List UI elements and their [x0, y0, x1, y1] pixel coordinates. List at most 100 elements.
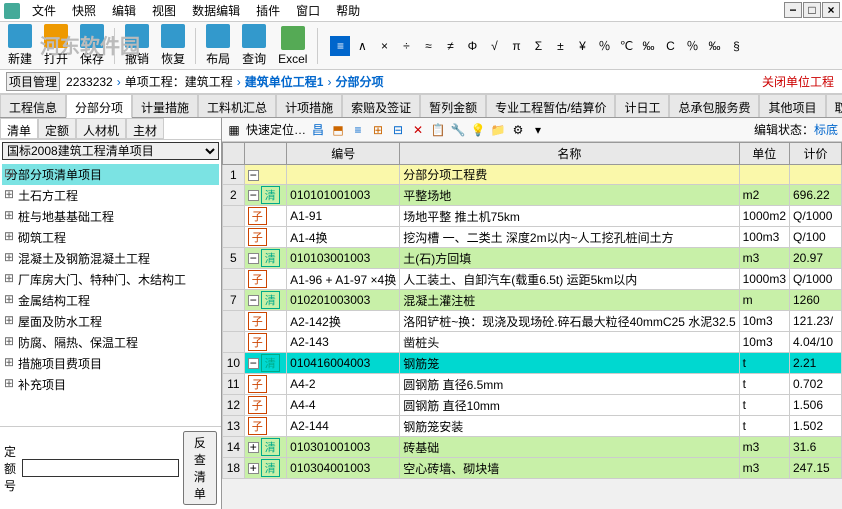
- quota-input[interactable]: [22, 459, 179, 477]
- row-code[interactable]: 010101001003: [287, 185, 400, 206]
- tab-measure[interactable]: 计量措施: [132, 94, 198, 117]
- row-code[interactable]: A2-143: [287, 332, 400, 353]
- symbol-btn[interactable]: ∧: [352, 36, 372, 56]
- table-row[interactable]: 11 子 A4-2 圆钢筋 直径6.5mm t 0.702: [223, 374, 842, 395]
- menu-data[interactable]: 数据编辑: [184, 2, 248, 19]
- row-name[interactable]: 圆钢筋 直径6.5mm: [400, 374, 739, 395]
- reverse-search-button[interactable]: 反查清单: [183, 431, 217, 505]
- minimize-button[interactable]: −: [784, 2, 802, 18]
- symbol-btn[interactable]: ≈: [418, 36, 438, 56]
- row-code[interactable]: A1-4换: [287, 227, 400, 248]
- table-row[interactable]: 12 子 A4-4 圆钢筋 直径10mm t 1.506: [223, 395, 842, 416]
- row-code[interactable]: A1-96 + A1-97 ×4换: [287, 269, 400, 290]
- tree-item[interactable]: 金属结构工程: [2, 290, 219, 311]
- row-name[interactable]: 混凝土灌注桩: [400, 290, 739, 311]
- symbol-btn[interactable]: √: [484, 36, 504, 56]
- row-badge[interactable]: 子: [244, 374, 286, 395]
- menu-plugin[interactable]: 插件: [248, 2, 288, 19]
- close-unit-button[interactable]: 关闭单位工程: [760, 73, 836, 90]
- tool-icon[interactable]: ⊞: [370, 122, 386, 138]
- menu-view[interactable]: 视图: [144, 2, 184, 19]
- col-price[interactable]: 计价: [790, 143, 842, 165]
- menu-window[interactable]: 窗口: [288, 2, 328, 19]
- tree-item[interactable]: 土石方工程: [2, 185, 219, 206]
- tab-measures2[interactable]: 计项措施: [276, 94, 342, 117]
- row-name[interactable]: 平整场地: [400, 185, 739, 206]
- table-row[interactable]: 子 A1-4换 挖沟槽 一、二类土 深度2m以内~人工挖孔桩间土方 100m3 …: [223, 227, 842, 248]
- delete-icon[interactable]: ✕: [410, 122, 426, 138]
- row-code[interactable]: A2-142换: [287, 311, 400, 332]
- row-badge[interactable]: 子: [244, 311, 286, 332]
- ltab-quota[interactable]: 定额: [38, 118, 76, 139]
- symbol-btn[interactable]: ¥: [572, 36, 592, 56]
- symbol-btn[interactable]: ％: [682, 36, 702, 56]
- row-badge[interactable]: 子: [244, 332, 286, 353]
- undo-button[interactable]: 撤销: [119, 22, 155, 69]
- tree-item[interactable]: 厂库房大门、特种门、木结构工: [2, 269, 219, 290]
- tool-icon[interactable]: 💡: [470, 122, 486, 138]
- row-name[interactable]: 分部分项工程费: [400, 165, 739, 185]
- tab-other[interactable]: 其他项目: [759, 94, 825, 117]
- row-code[interactable]: [287, 165, 400, 185]
- symbol-btn[interactable]: §: [726, 36, 746, 56]
- tab-sections[interactable]: 分部分项: [66, 94, 132, 118]
- tab-info[interactable]: 工程信息: [0, 94, 66, 117]
- symbol-btn[interactable]: π: [506, 36, 526, 56]
- tab-daywork[interactable]: 计日工: [615, 94, 669, 117]
- symbol-btn[interactable]: Σ: [528, 36, 548, 56]
- table-row[interactable]: 7 −清 010201003003 混凝土灌注桩 m 1260: [223, 290, 842, 311]
- row-name[interactable]: 挖沟槽 一、二类土 深度2m以内~人工挖孔桩间土方: [400, 227, 739, 248]
- row-name[interactable]: 洛阳铲桩~换：现浇及现场砼.碎石最大粒径40mmC25 水泥32.5: [400, 311, 739, 332]
- tool-icon[interactable]: ⬒: [330, 122, 346, 138]
- col-name[interactable]: 名称: [400, 143, 739, 165]
- menu-help[interactable]: 帮助: [328, 2, 368, 19]
- ltab-list[interactable]: 清单: [0, 118, 38, 139]
- close-button[interactable]: ×: [822, 2, 840, 18]
- table-row[interactable]: 1 − 分部分项工程费: [223, 165, 842, 185]
- table-row[interactable]: 2 −清 010101001003 平整场地 m2 696.22: [223, 185, 842, 206]
- symbol-btn[interactable]: ×: [374, 36, 394, 56]
- breadcrumb-item[interactable]: 单项工程：建筑工程: [123, 73, 235, 90]
- table-row[interactable]: 5 −清 010103001003 土(石)方回填 m3 20.97: [223, 248, 842, 269]
- tree-item[interactable]: 补充项目: [2, 374, 219, 395]
- symbol-btn[interactable]: ≡: [330, 36, 350, 56]
- row-code[interactable]: A1-91: [287, 206, 400, 227]
- tab-contract[interactable]: 总承包服务费: [669, 94, 759, 117]
- symbol-btn[interactable]: ≠: [440, 36, 460, 56]
- tree-root[interactable]: 分部分项清单项目: [2, 164, 219, 185]
- save-button[interactable]: 保存: [74, 22, 110, 69]
- row-badge[interactable]: −清: [244, 290, 286, 311]
- row-name[interactable]: 钢筋笼安装: [400, 416, 739, 437]
- maximize-button[interactable]: □: [803, 2, 821, 18]
- symbol-btn[interactable]: ‰: [704, 36, 724, 56]
- row-code[interactable]: 010416004003: [287, 353, 400, 374]
- tab-materials[interactable]: 工料机汇总: [198, 94, 276, 117]
- tool-icon[interactable]: 📁: [490, 122, 506, 138]
- row-name[interactable]: 人工装土、自卸汽车(载重6.5t) 运距5km以内: [400, 269, 739, 290]
- symbol-btn[interactable]: ÷: [396, 36, 416, 56]
- row-code[interactable]: 010304001003: [287, 458, 400, 479]
- tree-item[interactable]: 措施项目费项目: [2, 353, 219, 374]
- quick-locate-label[interactable]: 快速定位…: [246, 121, 306, 138]
- tab-special[interactable]: 专业工程暂估/结算价: [486, 94, 615, 117]
- row-badge[interactable]: −清: [244, 248, 286, 269]
- row-code[interactable]: A4-2: [287, 374, 400, 395]
- ltab-main[interactable]: 主材: [126, 118, 164, 139]
- row-code[interactable]: A2-144: [287, 416, 400, 437]
- row-badge[interactable]: 子: [244, 395, 286, 416]
- toggle-icon[interactable]: ▦: [226, 122, 242, 138]
- table-row[interactable]: 13 子 A2-144 钢筋笼安装 t 1.502: [223, 416, 842, 437]
- col-unit[interactable]: 单位: [739, 143, 789, 165]
- symbol-btn[interactable]: ±: [550, 36, 570, 56]
- row-name[interactable]: 空心砖墙、砌块墙: [400, 458, 739, 479]
- tree-item[interactable]: 砌筑工程: [2, 227, 219, 248]
- tree-item[interactable]: 屋面及防水工程: [2, 311, 219, 332]
- row-badge[interactable]: −清: [244, 353, 286, 374]
- table-row[interactable]: 子 A2-143 凿桩头 10m3 4.04/10: [223, 332, 842, 353]
- new-button[interactable]: 新建: [2, 22, 38, 69]
- tool-icon[interactable]: ⊟: [390, 122, 406, 138]
- row-badge[interactable]: 子: [244, 416, 286, 437]
- row-code[interactable]: 010301001003: [287, 437, 400, 458]
- project-manage-button[interactable]: 项目管理: [6, 72, 60, 91]
- row-badge[interactable]: −清: [244, 185, 286, 206]
